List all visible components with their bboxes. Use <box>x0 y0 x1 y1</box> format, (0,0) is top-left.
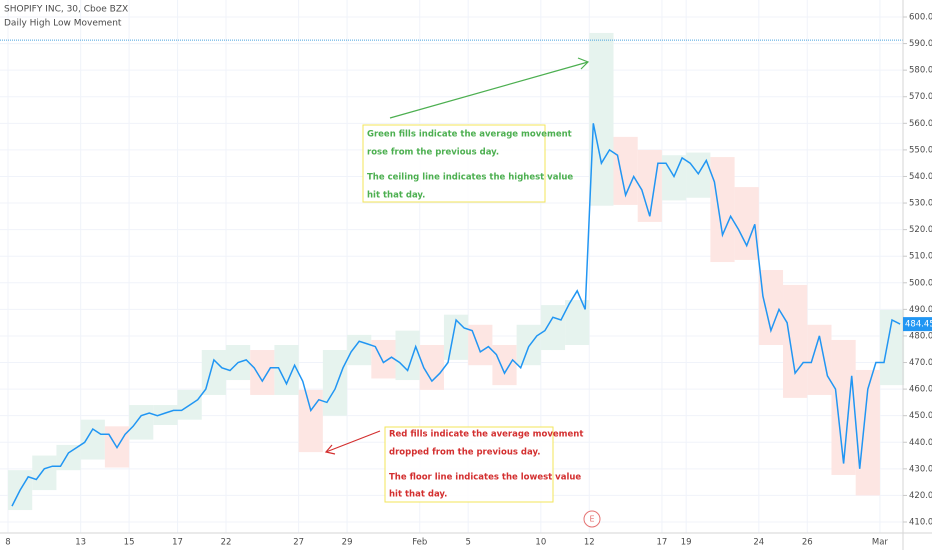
x-tick-label: 19 <box>681 538 692 548</box>
y-tick-label: 580.00 <box>909 66 932 76</box>
annotation-text: Green fills indicate the average movemen… <box>367 130 572 140</box>
x-tick-label: 17 <box>657 538 668 548</box>
earnings-marker <box>583 510 601 528</box>
day-range-box <box>831 339 856 475</box>
day-range-box <box>129 405 154 440</box>
x-tick-label: Mar <box>872 538 889 548</box>
y-tick-label: 530.00 <box>909 199 932 209</box>
red-arrowhead <box>324 444 336 455</box>
day-range-box <box>347 334 372 366</box>
y-tick-label: 450.00 <box>909 411 932 421</box>
annotation-text: The ceiling line indicates the highest v… <box>367 173 573 183</box>
annotation-text: hit that day. <box>367 191 425 201</box>
y-tick-label: 590.00 <box>909 39 932 49</box>
day-range-box <box>250 350 275 395</box>
earnings-label: E <box>589 515 594 524</box>
x-tick-label: 8 <box>5 538 10 548</box>
y-tick-label: 600.00 <box>909 13 932 23</box>
x-tick-label: 5 <box>465 538 470 548</box>
x-tick-label: 27 <box>293 538 304 548</box>
x-tick-label: 17 <box>172 538 183 548</box>
y-tick-label: 570.00 <box>909 92 932 102</box>
y-tick-label: 510.00 <box>909 252 932 262</box>
annotation-box <box>362 124 546 203</box>
day-range-box <box>492 344 517 386</box>
last-price-label: 484.45 <box>905 320 932 330</box>
plot <box>0 39 903 507</box>
last-price-box <box>903 317 932 332</box>
annotations: Green fills indicate the average movemen… <box>367 130 583 500</box>
annotation-text: The floor line indicates the lowest valu… <box>389 473 581 483</box>
x-tick-label: 10 <box>535 538 546 548</box>
green-arrowhead <box>577 57 590 70</box>
y-tick-label: 490.00 <box>909 305 932 315</box>
y-tick-label: 500.00 <box>909 278 932 288</box>
y-tick-label: 550.00 <box>909 145 932 155</box>
y-tick-label: 430.00 <box>909 464 932 474</box>
chart-subtitle: Daily High Low Movement <box>4 19 122 29</box>
x-tick-label: Feb <box>412 538 427 548</box>
x-tick-label: 12 <box>584 538 595 548</box>
annotation-text: rose from the previous day. <box>367 148 499 158</box>
day-range-box <box>758 270 784 345</box>
y-tick-label: 560.00 <box>909 119 932 129</box>
day-range-box <box>80 419 105 460</box>
day-range-box <box>395 330 420 381</box>
green-arrow <box>389 61 589 119</box>
y-tick-label: 540.00 <box>909 172 932 182</box>
annotation-text: dropped from the previous day. <box>389 448 540 458</box>
day-range-box <box>807 324 832 395</box>
day-range-box <box>516 324 541 366</box>
y-tick-label: 440.00 <box>909 438 932 448</box>
annotation-text: Red fills indicate the average movement <box>389 430 583 440</box>
x-tick-label: 26 <box>802 538 813 548</box>
day-range-box <box>32 455 57 491</box>
price-line <box>11 123 901 507</box>
y-tick-label: 420.00 <box>909 491 932 501</box>
day-range-box <box>783 284 808 398</box>
red-arrow <box>325 430 381 453</box>
x-tick-label: 22 <box>221 538 232 548</box>
annotation-box <box>384 426 554 503</box>
y-tick-label: 470.00 <box>909 358 932 368</box>
day-range-box <box>637 149 662 222</box>
axis: 410.00 420.00 430.00 440.00 450.00 460.00 470.… <box>5 13 932 548</box>
y-tick-label: 460.00 <box>909 385 932 395</box>
day-range-box <box>686 152 711 198</box>
x-tick-label: 24 <box>753 538 764 548</box>
y-tick-label: 480.00 <box>909 331 932 341</box>
day-range-box <box>274 344 299 395</box>
chart-title: SHOPIFY INC, 30, Cboe BZX <box>4 5 128 15</box>
y-tick-label: 410.00 <box>909 518 932 528</box>
y-tick-label: 520.00 <box>909 225 932 235</box>
day-range-box <box>322 350 348 416</box>
day-range-box <box>540 305 566 351</box>
annotation-text: hit that day. <box>389 490 447 500</box>
day-range-box <box>153 405 178 425</box>
x-tick-label: 29 <box>342 538 353 548</box>
x-tick-label: 15 <box>124 538 135 548</box>
day-range-box <box>589 32 614 206</box>
day-range-box <box>710 157 735 263</box>
day-range-box <box>734 187 759 260</box>
x-tick-label: 13 <box>75 538 86 548</box>
